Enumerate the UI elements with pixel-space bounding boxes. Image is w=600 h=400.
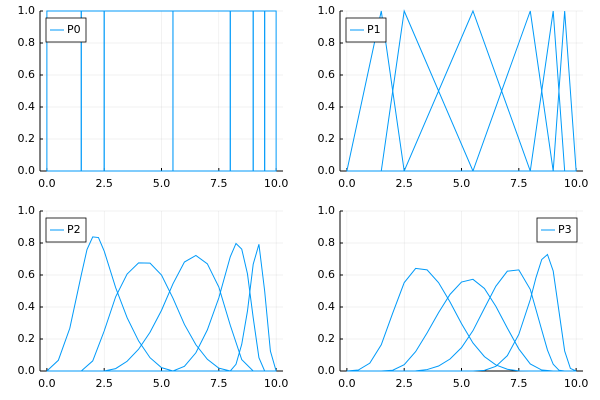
basis-curve xyxy=(346,10,577,172)
basis-curve xyxy=(46,254,277,372)
x-tick-label: 7.5 xyxy=(210,177,228,190)
subplot: 0.0 2.5 5.0 7.5 10.0 0.0 0.2 0.4 0.6 0.8 1.0 P3 xyxy=(318,204,589,390)
y-tick-label: 0.0 xyxy=(318,164,336,177)
y-tick-label: 0.2 xyxy=(318,332,336,345)
x-tick-label: 0.0 xyxy=(38,177,56,190)
x-tick-label: 0.0 xyxy=(338,377,356,390)
legend-label: P2 xyxy=(67,223,81,236)
x-tick-label: 0.0 xyxy=(338,177,356,190)
x-tick-label: 2.5 xyxy=(95,177,113,190)
basis-curve xyxy=(46,236,277,372)
legend-label: P1 xyxy=(367,23,381,36)
basis-curve xyxy=(46,242,277,372)
y-tick-label: 0.2 xyxy=(18,132,36,145)
subplot: 0.0 2.5 5.0 7.5 10.0 0.0 0.2 0.4 0.6 0.8 1.0 P1 xyxy=(318,4,589,190)
y-tick-label: 1.0 xyxy=(318,4,336,17)
basis-curve xyxy=(346,267,577,372)
x-tick-label: 10.0 xyxy=(564,177,589,190)
basis-curve xyxy=(46,262,277,372)
x-tick-label: 2.5 xyxy=(95,377,113,390)
y-tick-label: 0.8 xyxy=(318,36,336,49)
x-tick-label: 10.0 xyxy=(564,377,589,390)
y-tick-label: 1.0 xyxy=(18,4,36,17)
x-tick-label: 5.0 xyxy=(153,377,171,390)
x-tick-label: 2.5 xyxy=(395,177,413,190)
y-tick-label: 0.6 xyxy=(18,268,36,281)
basis-curve xyxy=(346,278,577,372)
basis-curve xyxy=(346,253,577,372)
legend-label: P0 xyxy=(67,23,81,36)
subplot: 0.0 2.5 5.0 7.5 10.0 0.0 0.2 0.4 0.6 0.8 1.0 P2 xyxy=(18,204,289,390)
y-tick-label: 0.8 xyxy=(18,36,36,49)
x-tick-label: 10.0 xyxy=(264,377,289,390)
y-tick-label: 0.0 xyxy=(18,364,36,377)
subplot: 0.0 2.5 5.0 7.5 10.0 0.0 0.2 0.4 0.6 0.8 1.0 P0 xyxy=(18,4,289,190)
legend-label: P3 xyxy=(558,223,572,236)
basis-curve xyxy=(46,10,277,172)
y-tick-label: 0.8 xyxy=(318,236,336,249)
x-tick-label: 7.5 xyxy=(210,377,228,390)
y-tick-label: 0.4 xyxy=(18,300,36,313)
x-tick-label: 5.0 xyxy=(453,177,471,190)
x-tick-label: 0.0 xyxy=(38,377,56,390)
basis-curve xyxy=(46,244,277,372)
y-tick-label: 0.2 xyxy=(18,332,36,345)
x-tick-label: 7.5 xyxy=(510,177,528,190)
y-tick-label: 0.0 xyxy=(18,164,36,177)
y-tick-label: 0.2 xyxy=(318,132,336,145)
y-tick-label: 0.6 xyxy=(318,68,336,81)
x-tick-label: 7.5 xyxy=(510,377,528,390)
basis-curve xyxy=(346,269,577,372)
x-tick-label: 5.0 xyxy=(453,377,471,390)
y-tick-label: 1.0 xyxy=(18,204,36,217)
y-tick-label: 0.8 xyxy=(18,236,36,249)
y-tick-label: 0.4 xyxy=(318,300,336,313)
y-tick-label: 1.0 xyxy=(318,204,336,217)
y-tick-label: 0.0 xyxy=(318,364,336,377)
x-tick-label: 5.0 xyxy=(153,177,171,190)
x-tick-label: 10.0 xyxy=(264,177,289,190)
y-tick-label: 0.6 xyxy=(318,268,336,281)
y-tick-label: 0.6 xyxy=(18,68,36,81)
y-tick-label: 0.4 xyxy=(318,100,336,113)
x-tick-label: 2.5 xyxy=(395,377,413,390)
y-tick-label: 0.4 xyxy=(18,100,36,113)
